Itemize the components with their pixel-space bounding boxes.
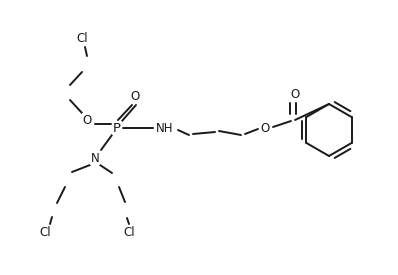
Text: O: O <box>291 87 300 100</box>
Text: Cl: Cl <box>39 226 51 238</box>
Text: O: O <box>131 89 140 103</box>
Text: NH: NH <box>156 122 174 134</box>
Text: O: O <box>260 122 269 134</box>
Text: Cl: Cl <box>76 32 88 45</box>
Text: N: N <box>91 152 100 164</box>
Text: O: O <box>82 114 92 126</box>
Text: Cl: Cl <box>123 226 135 238</box>
Text: P: P <box>113 122 121 134</box>
